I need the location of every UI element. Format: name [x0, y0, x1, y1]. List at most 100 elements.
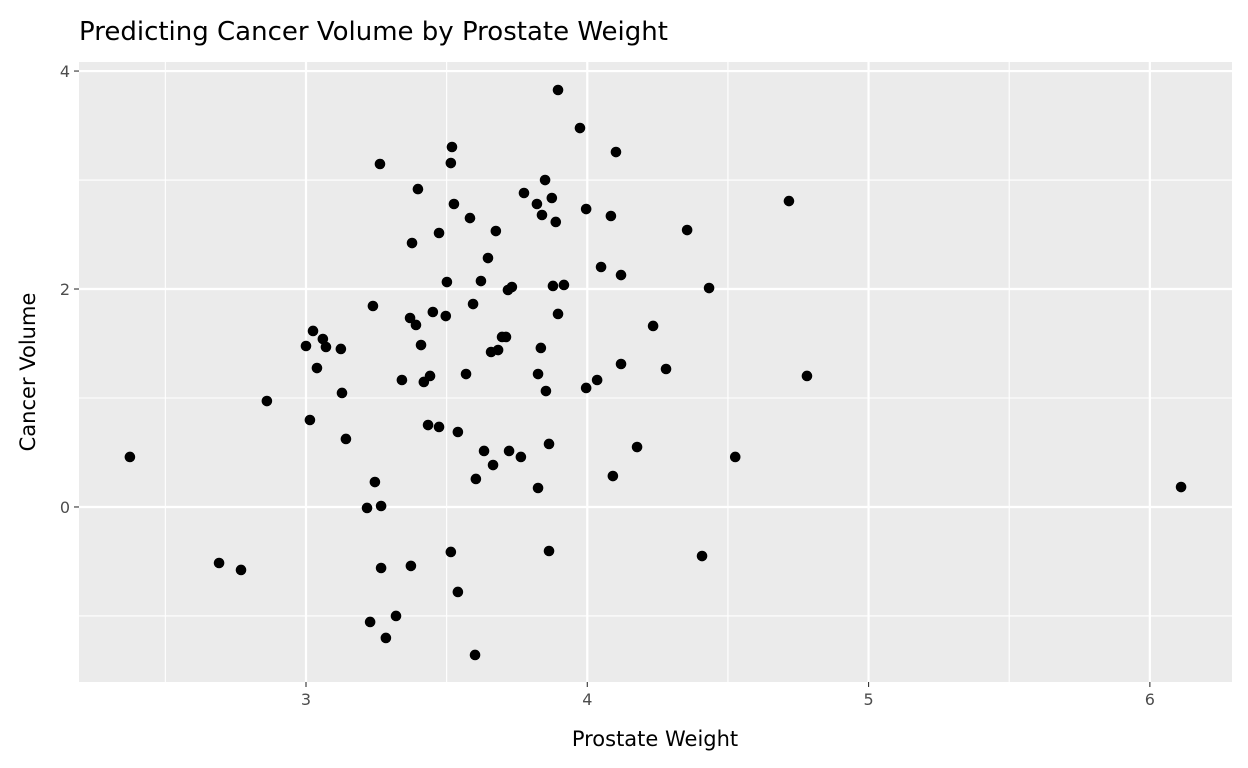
data-point: [647, 320, 659, 332]
data-point: [446, 141, 458, 153]
data-point: [367, 300, 379, 312]
data-points: [124, 84, 1187, 661]
data-point: [783, 195, 795, 207]
major-gridlines: [79, 62, 1232, 682]
data-point: [213, 557, 225, 569]
data-point: [487, 459, 499, 471]
x-axis-ticks: 3 4 5 6: [301, 682, 1155, 709]
data-point: [412, 183, 424, 195]
data-point: [452, 426, 464, 438]
data-point: [591, 374, 603, 386]
data-point: [540, 385, 552, 397]
data-point: [460, 368, 472, 380]
data-point: [558, 279, 570, 291]
data-point: [261, 395, 273, 407]
data-point: [492, 344, 504, 356]
data-point: [433, 421, 445, 433]
data-point: [801, 370, 813, 382]
data-point: [500, 331, 512, 343]
data-point: [335, 343, 347, 355]
data-point: [547, 280, 559, 292]
data-point: [452, 586, 464, 598]
data-point: [543, 438, 555, 450]
chart-title: Predicting Cancer Volume by Prostate Wei…: [79, 17, 668, 47]
data-point: [464, 212, 476, 224]
data-point: [615, 269, 627, 281]
data-point: [482, 252, 494, 264]
data-point: [336, 387, 348, 399]
data-point: [506, 281, 518, 293]
data-point: [410, 319, 422, 331]
data-point: [490, 225, 502, 237]
data-point: [396, 374, 408, 386]
data-point: [607, 470, 619, 482]
y-axis-ticks: 0 2 4: [60, 62, 79, 517]
data-point: [340, 433, 352, 445]
data-point: [448, 198, 460, 210]
data-point: [550, 216, 562, 228]
data-point: [433, 227, 445, 239]
data-point: [307, 325, 319, 337]
data-point: [300, 340, 312, 352]
data-point: [124, 451, 136, 463]
data-point: [610, 146, 622, 158]
x-axis-title: Prostate Weight: [572, 727, 738, 751]
data-point: [580, 203, 592, 215]
data-point: [536, 209, 548, 221]
data-point: [703, 282, 715, 294]
data-point: [440, 310, 452, 322]
data-point: [631, 441, 643, 453]
data-point: [375, 500, 387, 512]
data-point: [546, 192, 558, 204]
data-point: [681, 224, 693, 236]
data-point: [696, 550, 708, 562]
data-point: [552, 84, 564, 96]
data-point: [515, 451, 527, 463]
y-axis-title: Cancer Volume: [16, 293, 40, 452]
data-point: [364, 616, 376, 628]
data-point: [595, 261, 607, 273]
data-point: [374, 158, 386, 170]
data-point: [317, 333, 329, 345]
data-point: [445, 546, 457, 558]
data-point: [445, 157, 457, 169]
data-point: [415, 339, 427, 351]
data-point: [503, 445, 515, 457]
x-tick-label: 4: [582, 690, 592, 709]
data-point: [475, 275, 487, 287]
data-point: [375, 562, 387, 574]
data-point: [427, 306, 439, 318]
data-point: [574, 122, 586, 134]
data-point: [304, 414, 316, 426]
data-point: [470, 473, 482, 485]
data-point: [532, 368, 544, 380]
data-point: [406, 237, 418, 249]
data-point: [543, 545, 555, 557]
data-point: [235, 564, 247, 576]
data-point: [580, 382, 592, 394]
data-point: [390, 610, 402, 622]
data-point: [552, 308, 564, 320]
x-tick-label: 3: [301, 690, 311, 709]
data-point: [441, 276, 453, 288]
data-point: [320, 341, 332, 353]
data-point: [729, 451, 741, 463]
data-point: [369, 476, 381, 488]
data-point: [422, 419, 434, 431]
data-point: [361, 502, 373, 514]
data-point: [539, 174, 551, 186]
plot-panel: [79, 62, 1232, 682]
data-point: [380, 632, 392, 644]
data-point: [535, 342, 547, 354]
y-tick-label: 2: [60, 280, 70, 299]
data-point: [424, 370, 436, 382]
data-point: [404, 312, 416, 324]
data-point: [469, 649, 481, 661]
data-point: [405, 560, 417, 572]
data-point: [467, 298, 479, 310]
y-tick-label: 0: [60, 498, 70, 517]
data-point: [518, 187, 530, 199]
data-point: [532, 482, 544, 494]
x-tick-label: 6: [1145, 690, 1155, 709]
